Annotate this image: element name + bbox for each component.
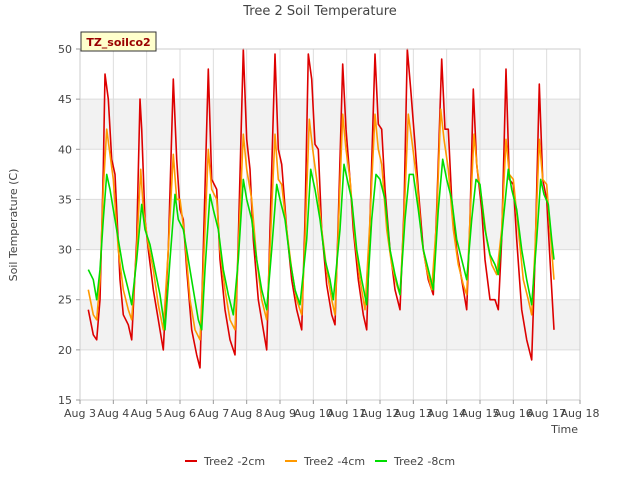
y-tick-label: 30	[58, 244, 72, 257]
y-axis-ticks: 15 20 25 30 35 40 45 50	[58, 43, 80, 407]
x-tick-label: Aug 14	[427, 407, 466, 420]
x-tick-label: Aug 15	[461, 407, 500, 420]
y-tick-label: 20	[58, 344, 72, 357]
plot-background	[80, 49, 580, 400]
series-layer	[87, 48, 555, 369]
x-tick-label: Aug 17	[527, 407, 566, 420]
legend-label: Tree2 -4cm	[303, 455, 365, 468]
series-line-1	[87, 48, 555, 369]
x-tick-label: Aug 4	[97, 407, 129, 420]
y-tick-label: 40	[58, 143, 72, 156]
x-tick-label: Aug 7	[197, 407, 229, 420]
y-axis-label: Soil Temperature (C)	[7, 169, 20, 282]
x-tick-label: Aug 10	[294, 407, 333, 420]
x-axis-label: Time	[550, 423, 578, 436]
plot-band	[80, 199, 580, 250]
x-tick-label: Aug 13	[394, 407, 433, 420]
series-line-3	[87, 158, 555, 331]
x-tick-label: Aug 5	[131, 407, 163, 420]
y-tick-label: 35	[58, 193, 72, 206]
annotation-box: TZ_soilco2	[80, 31, 157, 52]
legend-item-3: Tree2 -8cm	[375, 455, 455, 468]
y-tick-label: 25	[58, 294, 72, 307]
x-tick-label: Aug 6	[164, 407, 196, 420]
annotation-box-frame	[80, 31, 157, 52]
x-tick-label: Aug 12	[361, 407, 400, 420]
legend-item-2: Tree2 -4cm	[285, 455, 365, 468]
plot-band	[80, 99, 580, 150]
legend-label: Tree2 -2cm	[203, 455, 265, 468]
annotation-label: TZ_soilco2	[86, 36, 150, 49]
legend: Tree2 -2cm Tree2 -4cm Tree2 -8cm	[185, 455, 455, 468]
x-tick-label: Aug 16	[494, 407, 533, 420]
plot-band	[80, 149, 580, 200]
plot-frame	[79, 48, 581, 401]
x-tick-label: Aug 3	[64, 407, 96, 420]
legend-item-1: Tree2 -2cm	[185, 455, 265, 468]
y-tick-label: 45	[58, 93, 72, 106]
y-tick-label: 15	[58, 394, 72, 407]
plot-band	[80, 49, 580, 100]
x-tick-label: Aug 8	[231, 407, 263, 420]
plot-band	[80, 349, 580, 400]
x-tick-label: Aug 18	[561, 407, 600, 420]
x-tick-label: Aug 11	[327, 407, 366, 420]
chart-title: Tree 2 Soil Temperature	[242, 4, 397, 19]
legend-label: Tree2 -8cm	[393, 455, 455, 468]
x-tick-label: Aug 9	[264, 407, 296, 420]
y-tick-label: 50	[58, 43, 72, 56]
